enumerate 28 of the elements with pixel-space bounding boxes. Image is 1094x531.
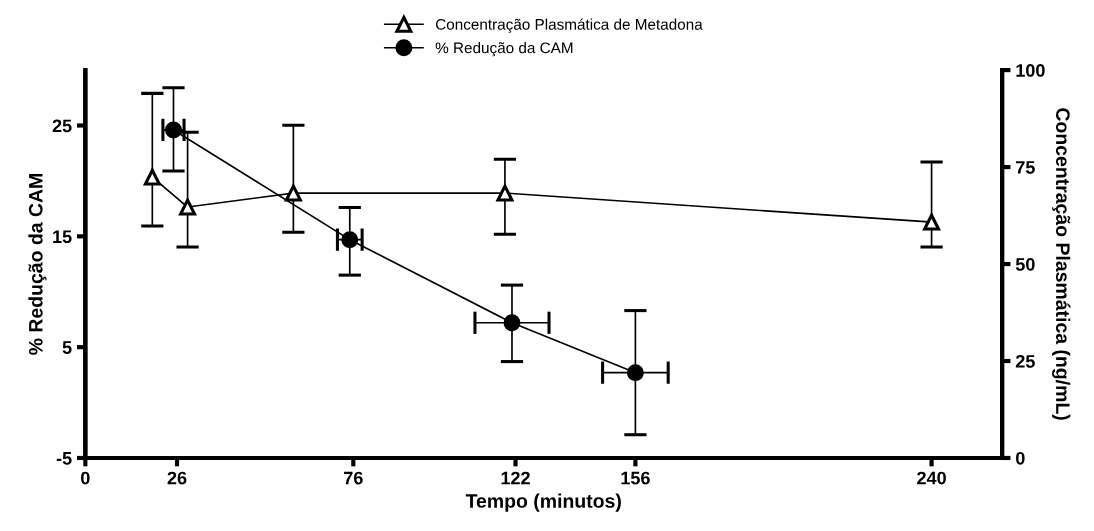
point [341,231,359,249]
y-axis-title: % Redução da CAM [28,174,47,355]
x-tick-label: 156 [621,471,650,485]
y2-tick-label: 75 [1016,161,1035,174]
y2-tick-label: 50 [1015,257,1035,271]
legend-label: Concentração Plasmática de Metadona [435,18,703,33]
x-axis-title: Tempo (minutos) [465,493,621,512]
y2-tick-label: 0 [1016,451,1025,465]
point [923,213,941,231]
y-tick-label: 15 [53,230,72,244]
point [503,314,521,332]
y-tick-label: 25 [52,119,72,133]
point [284,184,302,202]
y-tick-label: 5 [62,341,72,354]
x-tick-label: 122 [501,471,530,485]
y2-tick-label: 100 [1016,64,1045,77]
y2-axis-title: Concentração Plasmática (ng/mL) [1052,108,1071,420]
point [626,364,644,382]
x-tick-label: 76 [344,471,363,485]
point [143,168,161,186]
y-tick-label: -5 [56,452,72,465]
x-tick-label: 240 [917,471,946,485]
x-tick-label: 26 [167,471,187,485]
y2-tick-label: 25 [1015,354,1035,368]
legend-label: % Redução da CAM [435,42,573,57]
x-tick-label: 0 [81,471,90,485]
point [179,198,197,216]
point [496,184,514,202]
